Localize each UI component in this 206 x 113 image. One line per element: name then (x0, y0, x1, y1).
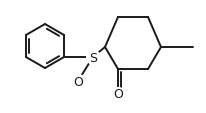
Text: O: O (73, 75, 83, 88)
Text: S: S (89, 51, 97, 64)
Text: O: O (113, 88, 123, 101)
